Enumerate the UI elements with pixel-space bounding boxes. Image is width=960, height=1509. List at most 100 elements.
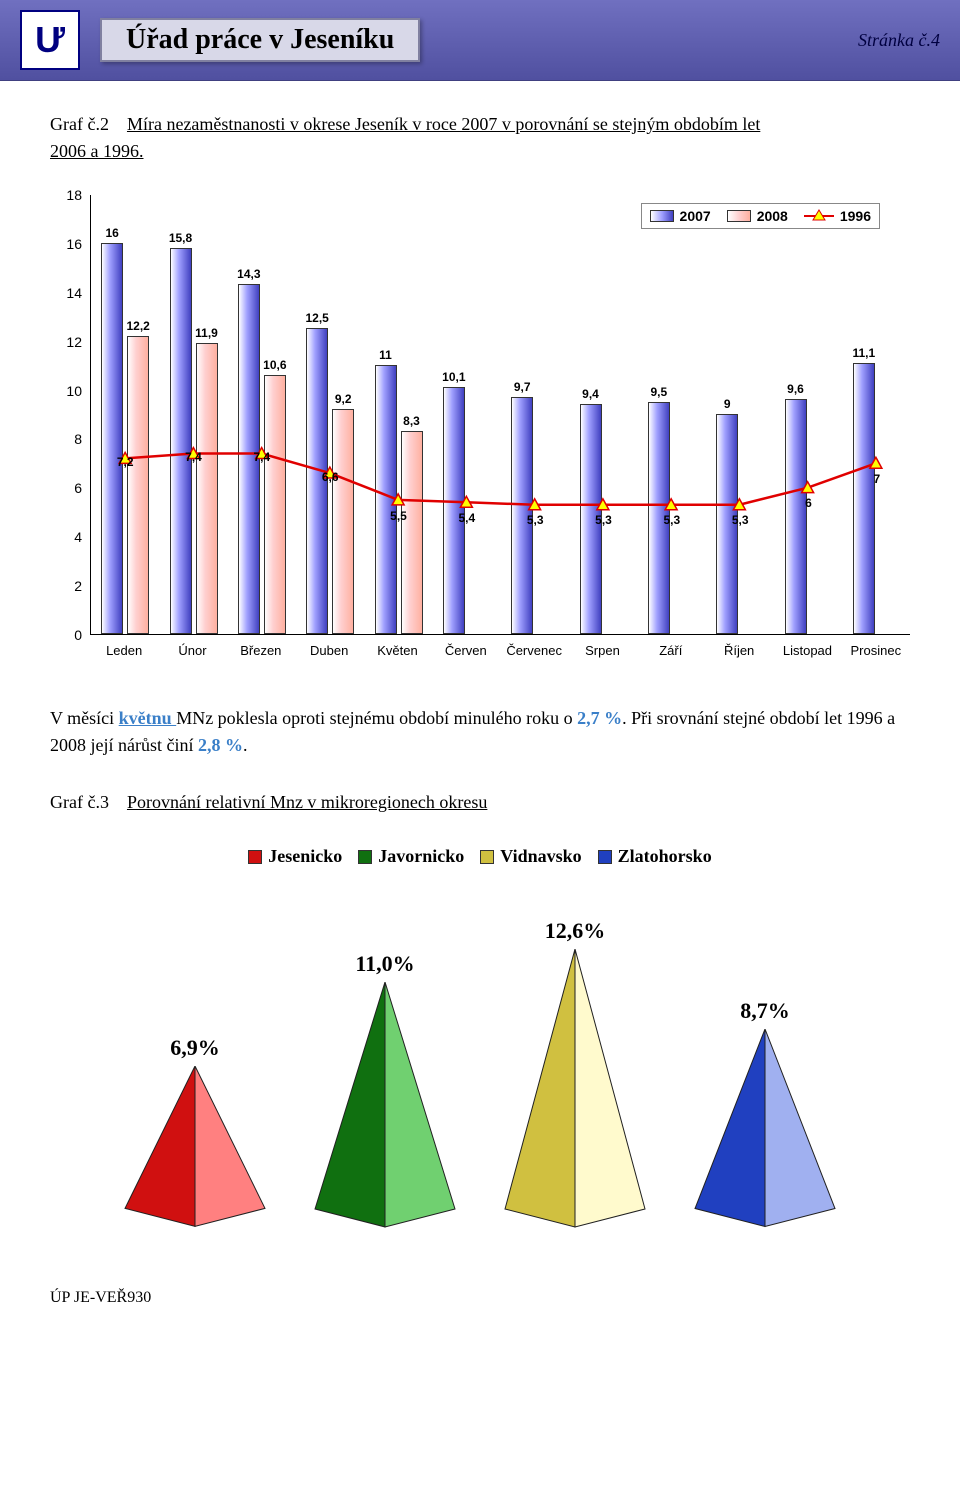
bar-2007-label: 16 <box>92 226 132 240</box>
legend-swatch <box>480 850 494 864</box>
y-tick: 12 <box>52 334 82 350</box>
bar-2007-label: 10,1 <box>434 370 474 384</box>
graf3-title: Porovnání relativní Mnz v mikroregionech… <box>127 792 487 812</box>
bar-2008 <box>401 431 423 634</box>
x-axis-labels: LedenÚnorBřezenDubenKvětenČervenČervenec… <box>90 635 910 675</box>
label-1996: 6,6 <box>322 470 339 484</box>
plot-area: 2007 2008 1996 1612,215,811,914,310,612,… <box>90 195 910 635</box>
y-tick: 8 <box>52 431 82 447</box>
pyramid: 6,9% <box>110 1066 280 1228</box>
bar-2008-label: 8,3 <box>392 414 432 428</box>
x-label: Prosinec <box>842 635 910 675</box>
bar-2007 <box>170 248 192 634</box>
graf3-heading: Graf č.3 Porovnání relativní Mnz v mikro… <box>50 789 910 816</box>
page-content: Graf č.2 Míra nezaměstnanosti v okrese J… <box>0 81 960 1279</box>
label-1996: 7,4 <box>185 450 202 464</box>
legend-swatch <box>358 850 372 864</box>
bar-2007-label: 9,6 <box>776 382 816 396</box>
chart-unemployment-monthly: 024681012141618 2007 2008 1996 1612,215,… <box>50 195 910 675</box>
bar-2007 <box>785 399 807 634</box>
x-label: Březen <box>227 635 295 675</box>
mid-paragraph: V měsíci květnu MNz poklesla oproti stej… <box>50 705 910 759</box>
bar-2008 <box>332 409 354 634</box>
x-label: Srpen <box>568 635 636 675</box>
y-tick: 0 <box>52 627 82 643</box>
bar-2008 <box>127 336 149 634</box>
bar-2008-label: 11,9 <box>187 326 227 340</box>
pyramid-value: 12,6% <box>545 918 606 944</box>
pyramid-value: 6,9% <box>170 1035 220 1061</box>
y-tick: 16 <box>52 236 82 252</box>
highlight-month: květnu <box>119 708 177 728</box>
legend-label: Jesenicko <box>268 846 342 867</box>
legend-item: Jesenicko <box>248 846 342 867</box>
label-1996: 5,3 <box>595 513 612 527</box>
bar-2008 <box>196 343 218 634</box>
legend-label: Vidnavsko <box>500 846 581 867</box>
x-label: Duben <box>295 635 363 675</box>
pyramid-row: 6,9%11,0%12,6%8,7% <box>100 929 860 1229</box>
y-tick: 10 <box>52 383 82 399</box>
swatch-2008 <box>727 210 751 222</box>
label-1996: 5,4 <box>458 511 475 525</box>
header-title: Úřad práce v Jeseníku <box>100 18 420 62</box>
legend-2008: 2008 <box>727 208 788 224</box>
intro-paragraph: Graf č.2 Míra nezaměstnanosti v okrese J… <box>50 111 910 165</box>
y-tick: 2 <box>52 578 82 594</box>
legend-item: Vidnavsko <box>480 846 581 867</box>
label-1996: 6 <box>805 496 812 510</box>
legend-label: Zlatohorsko <box>618 846 712 867</box>
logo: Ư <box>20 10 80 70</box>
label-1996: 7,2 <box>117 455 134 469</box>
chart2-legend: Jesenicko Javornicko Vidnavsko Zlatohorsko <box>50 846 910 869</box>
x-label: Květen <box>363 635 431 675</box>
swatch-2007 <box>650 210 674 222</box>
footer-code: ÚP JE-VEŘ930 <box>0 1279 960 1327</box>
pyramid-value: 11,0% <box>355 951 414 977</box>
bar-2007 <box>101 243 123 634</box>
chart-microregions: 6,9% 11,0% 12,6% 8,7% <box>100 889 860 1229</box>
bar-2008-label: 10,6 <box>255 358 295 372</box>
y-tick: 6 <box>52 480 82 496</box>
legend-swatch <box>598 850 612 864</box>
x-label: Září <box>637 635 705 675</box>
pyramid: 8,7% <box>680 1029 850 1229</box>
bar-2007 <box>853 363 875 634</box>
graf2-label: Graf č.2 <box>50 114 109 134</box>
x-label: Červen <box>432 635 500 675</box>
label-1996: 7,4 <box>253 450 270 464</box>
label-1996: 5,3 <box>663 513 680 527</box>
bar-2007-label: 11 <box>366 348 406 362</box>
y-axis: 024681012141618 <box>50 195 90 635</box>
label-1996: 5,3 <box>732 513 749 527</box>
x-label: Červenec <box>500 635 568 675</box>
page-number: Stránka č.4 <box>858 30 940 51</box>
label-1996: 5,5 <box>390 509 407 523</box>
legend-item: Zlatohorsko <box>598 846 712 867</box>
bar-2007-label: 15,8 <box>161 231 201 245</box>
bar-2007-label: 14,3 <box>229 267 269 281</box>
x-label: Říjen <box>705 635 773 675</box>
legend-2007: 2007 <box>650 208 711 224</box>
pct-increase: 2,8 % <box>198 735 243 755</box>
page-header: Ư Úřad práce v Jeseníku Stránka č.4 <box>0 0 960 81</box>
label-1996: 5,3 <box>527 513 544 527</box>
legend-label: Javornicko <box>378 846 464 867</box>
x-label: Leden <box>90 635 158 675</box>
bar-2008-label: 9,2 <box>323 392 363 406</box>
bar-2007-label: 9,4 <box>571 387 611 401</box>
bar-2007-label: 11,1 <box>844 346 884 360</box>
legend-1996: 1996 <box>804 208 871 224</box>
x-label: Únor <box>158 635 226 675</box>
graf2-title-line1: Míra nezaměstnanosti v okrese Jeseník v … <box>127 114 760 134</box>
graf2-title-line2: 2006 a 1996. <box>50 141 144 161</box>
label-1996: 7 <box>873 472 880 486</box>
bar-2007-label: 9 <box>707 397 747 411</box>
pct-decline: 2,7 % <box>577 708 622 728</box>
bar-2007-label: 9,5 <box>639 385 679 399</box>
legend-item: Javornicko <box>358 846 464 867</box>
y-tick: 18 <box>52 187 82 203</box>
bar-2007 <box>375 365 397 634</box>
graf3-label: Graf č.3 <box>50 792 109 812</box>
bar-2008 <box>264 375 286 634</box>
